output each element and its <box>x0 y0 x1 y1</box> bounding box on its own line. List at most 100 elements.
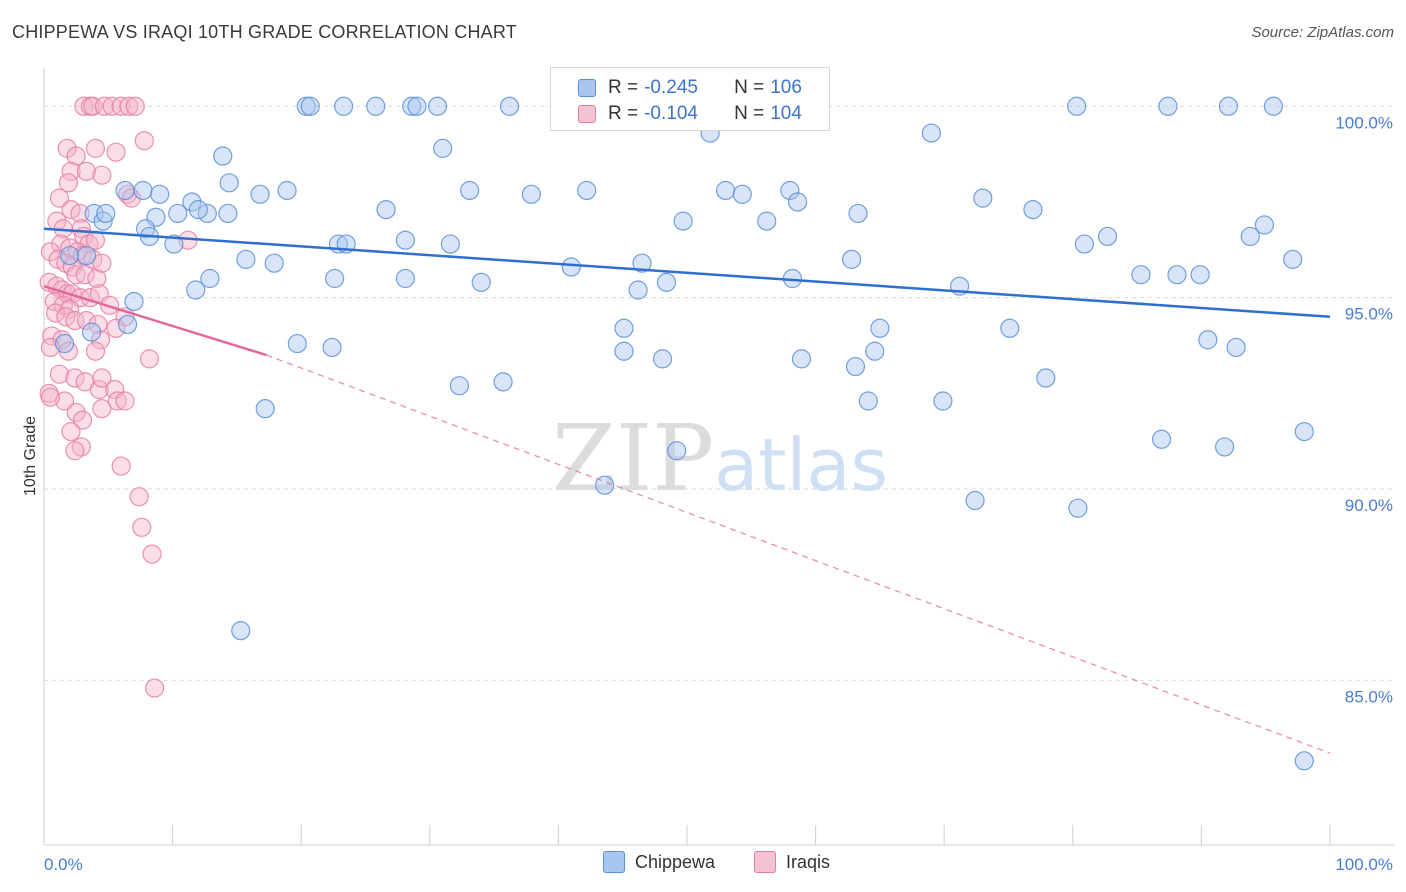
chart-title: CHIPPEWA VS IRAQI 10TH GRADE CORRELATION… <box>12 22 517 42</box>
iraqis-point <box>65 368 85 388</box>
chippewa-point <box>1067 96 1087 116</box>
chippewa-point <box>1294 751 1314 771</box>
chippewa-point <box>1151 429 1172 449</box>
iraqis-point <box>85 341 106 361</box>
iraqis-point <box>94 96 115 116</box>
chippewa-point <box>848 203 868 224</box>
chippewa-point <box>787 192 808 212</box>
chippewa-point <box>715 180 736 201</box>
chippewa-point <box>1218 96 1239 116</box>
chippewa-point <box>493 372 513 392</box>
y-tick-label: 85.0% <box>1345 687 1393 706</box>
chippewa-point <box>402 96 422 116</box>
chippewa-point <box>460 180 480 201</box>
chippewa-point <box>213 146 233 166</box>
chippewa-point <box>236 249 256 269</box>
axes <box>43 68 1395 846</box>
y-tick-label: 95.0% <box>1345 305 1393 324</box>
iraqis-trend-extension <box>266 354 1331 754</box>
chippewa-point <box>1190 265 1210 285</box>
chippewa-points <box>54 96 1314 771</box>
chippewa-point <box>933 391 953 411</box>
iraqis-point <box>129 487 149 507</box>
chippewa-point <box>407 96 427 116</box>
iraqis-point <box>70 203 90 224</box>
y-tick-label: 90.0% <box>1345 496 1393 515</box>
chippewa-point <box>231 621 251 641</box>
legend-item-iraqis: Iraqis <box>754 851 830 873</box>
r-label: R = <box>608 77 639 98</box>
chippewa-point <box>218 203 238 224</box>
iraqis-point <box>76 311 97 331</box>
iraqis-point <box>71 219 91 239</box>
chippewa-point <box>334 96 354 116</box>
chippewa-point <box>133 180 153 201</box>
chippewa-point <box>1214 437 1235 457</box>
iraqis-point <box>40 387 61 407</box>
chippewa-point <box>440 234 460 254</box>
iraqis-point <box>106 142 126 162</box>
iraqis-swatch <box>578 105 596 123</box>
iraqis-trend-line <box>43 284 267 357</box>
iraqis-point <box>66 402 86 423</box>
chippewa-point <box>168 203 188 224</box>
n-value: 104 <box>770 103 802 124</box>
chippewa-point <box>652 349 673 369</box>
chippewa-point <box>81 322 102 342</box>
source-label: Source: ZipAtlas.com <box>1251 24 1394 41</box>
iraqis-point <box>87 268 107 289</box>
legend-label-iraqis: Iraqis <box>786 851 831 872</box>
chippewa-point <box>673 211 693 231</box>
chippewa-point <box>1074 234 1094 254</box>
y-axis-label: 10th Grade <box>22 416 39 496</box>
chippewa-point <box>842 249 862 269</box>
stats-row-iraqis: R = -0.104 N = 104 <box>551 101 802 127</box>
chippewa-point <box>1158 96 1178 116</box>
iraqis-point <box>144 678 165 698</box>
iraqis-point <box>40 337 61 358</box>
chippewa-point <box>325 268 345 289</box>
chippewa-point <box>255 399 275 419</box>
x-tick-label-max: 100.0% <box>1335 855 1393 874</box>
chippewa-point <box>96 203 116 224</box>
series-legend: Chippewa Iraqis <box>0 851 1406 877</box>
iraqis-point <box>119 96 139 116</box>
chippewa-point <box>1000 318 1020 338</box>
iraqis-point <box>65 441 85 461</box>
r-value: -0.104 <box>644 103 698 124</box>
chippewa-point <box>595 475 615 495</box>
chippewa-point <box>1131 265 1151 285</box>
chippewa-point <box>219 173 239 193</box>
iraqis-point <box>121 188 142 208</box>
iraqis-point <box>111 456 131 476</box>
r-label: R = <box>608 103 639 124</box>
chippewa-point <box>1294 422 1314 442</box>
chippewa-point <box>264 253 284 273</box>
watermark: ZIPatlas <box>552 405 888 512</box>
chippewa-point <box>366 96 386 116</box>
iraqis-point <box>54 391 75 411</box>
iraqis-point <box>58 173 79 193</box>
n-value: 106 <box>770 77 802 98</box>
legend-item-chippewa: Chippewa <box>603 851 715 873</box>
chippewa-point <box>865 341 885 361</box>
chippewa-point <box>376 200 396 220</box>
iraqis-point <box>85 138 106 158</box>
chippewa-point <box>76 245 97 266</box>
n-label: N = <box>734 77 765 98</box>
chippewa-point <box>1263 96 1284 116</box>
chippewa-point <box>667 441 687 461</box>
chippewa-point <box>780 180 800 201</box>
iraqis-point <box>139 349 160 369</box>
iraqis-point <box>115 391 135 411</box>
tick-labels: 85.0% 90.0% 95.0% 100.0% 0.0% 100.0% <box>44 113 1393 874</box>
chippewa-point <box>395 230 415 250</box>
chippewa-point <box>115 180 135 201</box>
chippewa-point <box>1097 226 1118 247</box>
iraqis-point <box>49 188 70 208</box>
chippewa-point <box>921 123 941 143</box>
chippewa-point <box>499 96 520 116</box>
chippewa-point <box>433 138 453 158</box>
chippewa-point <box>287 333 307 354</box>
